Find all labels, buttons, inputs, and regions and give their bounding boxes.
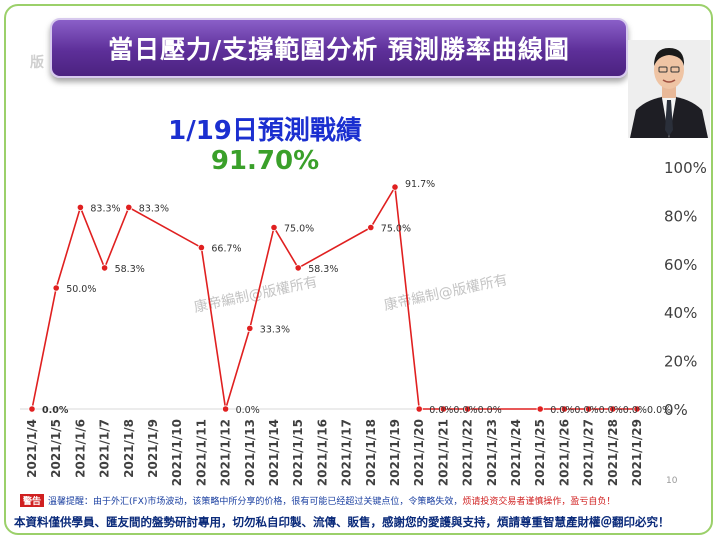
data-point [633,405,641,413]
x-tick-label: 2021/1/29 [630,419,644,486]
data-labels: 0.0% 50.0% 83.3% 58.3% 83.3% 66.7% 0.0% 33.3% 75… [42,179,671,416]
x-axis: 2021/1/4 2021/1/5 2021/1/6 2021/1/7 2021/1/8… [25,419,644,486]
data-point [101,264,109,272]
presenter-photo [628,40,710,138]
data-point [222,405,230,413]
x-tick-label: 2021/1/12 [219,419,233,486]
y-tick-label: 20% [664,353,697,371]
data-label: 0.0% [623,405,647,416]
data-label: 0.0% [429,405,453,416]
data-label: 0.0% [236,405,260,416]
slide-frame [4,4,713,535]
page-number: 10 [666,476,678,486]
x-tick-label: 2021/1/20 [412,419,426,486]
x-tick-label: 2021/1/27 [582,419,596,486]
data-label: 0.0% [453,405,477,416]
data-point [294,264,302,272]
data-label: 33.3% [260,324,290,335]
x-tick-label: 2021/1/5 [49,419,63,478]
x-tick-label: 2021/1/25 [533,419,547,486]
data-label: 75.0% [284,224,314,235]
data-point [125,203,133,212]
data-point [76,203,85,212]
data-point [439,405,447,413]
warning-text: 溫馨提醒：由于外汇(FX)市场波动，该策略中所分享的价格，很有可能已经超过关键点… [48,497,463,507]
y-tick-label: 0% [664,401,688,419]
data-point [584,405,593,413]
data-point [391,183,399,191]
y-axis: 0% 20% 40% 60% 80% 100% [664,159,707,419]
x-tick-label: 2021/1/18 [364,419,378,486]
data-point [560,405,569,413]
data-point [197,243,205,252]
headline-date: 1/19日預測戰績 [168,116,362,146]
x-tick-label: 2021/1/26 [557,419,571,486]
x-tick-label: 2021/1/11 [194,419,208,486]
x-tick-label: 2021/1/15 [291,419,305,486]
data-point [52,284,60,292]
x-tick-label: 2021/1/13 [243,419,257,486]
data-label: 83.3% [90,203,120,214]
data-label: 83.3% [139,203,169,214]
data-label: 50.0% [66,284,96,295]
data-point [463,405,472,413]
data-point [536,405,544,413]
x-tick-label: 2021/1/6 [73,419,87,478]
x-tick-label: 2021/1/24 [509,419,523,486]
data-label: 66.7% [211,244,241,255]
title-banner: 當日壓力/支撐範圍分析 預測勝率曲線圖 [50,18,628,78]
x-tick-label: 2021/1/17 [340,419,354,486]
x-tick-label: 2021/1/16 [315,419,329,486]
chart-watermarks: 康帝編制@版權所有 康帝編制@版權所有 [192,271,509,316]
headline: 1/19日預測戰績 91.70% [140,116,390,176]
data-label: 58.3% [308,264,338,275]
y-tick-label: 40% [664,304,697,322]
data-label: 0.0% [599,405,623,416]
y-tick-label: 60% [664,256,697,274]
data-label: 0.0% [574,405,598,416]
x-tick-label: 2021/1/7 [98,419,112,478]
x-tick-label: 2021/1/19 [388,419,402,486]
data-point [246,324,254,333]
data-point [367,223,375,232]
x-tick-label: 2021/1/10 [170,419,184,486]
x-tick-label: 2021/1/21 [436,419,450,486]
data-point [609,405,617,413]
data-point [270,223,278,232]
warning-text-red: 烦请投资交易者谨慎操作，盈亏自负！ [462,497,616,507]
corner-watermark-left: 版 [30,55,44,71]
warning-bar: 警告 溫馨提醒：由于外汇(FX)市场波动，该策略中所分享的价格，很有可能已经超过关… [20,494,696,508]
x-tick-label: 2021/1/14 [267,419,281,486]
x-tick-label: 2021/1/22 [461,419,475,486]
x-tick-label: 2021/1/4 [25,419,39,478]
warning-badge: 警告 [20,494,45,507]
data-point [28,405,36,413]
data-label: 0.0% [647,405,671,416]
x-tick-label: 2021/1/23 [485,419,499,486]
data-label: 0.0% [42,405,69,416]
chart-watermark: 康帝編制@版權所有 [382,271,509,314]
data-label: 91.7% [405,179,435,190]
x-tick-label: 2021/1/9 [146,419,160,478]
data-label: 0.0% [550,405,574,416]
data-points [28,183,641,413]
y-tick-label: 80% [664,207,697,225]
x-tick-label: 2021/1/28 [606,419,620,486]
series-line [31,184,637,410]
copyright-footer: 本資料僅供學員、匯友間的盤勢研討專用，切勿私自印製、流傳、販售，感謝您的愛護與支… [14,515,670,529]
data-label: 75.0% [381,224,411,235]
slide-title: 當日壓力/支撐範圍分析 預測勝率曲線圖 [108,35,570,64]
data-point [415,405,423,413]
headline-accuracy: 91.70% [210,146,320,176]
data-label: 58.3% [115,264,145,275]
y-tick-label: 100% [664,159,707,177]
data-label: 0.0% [478,405,502,416]
x-tick-label: 2021/1/8 [122,419,136,478]
